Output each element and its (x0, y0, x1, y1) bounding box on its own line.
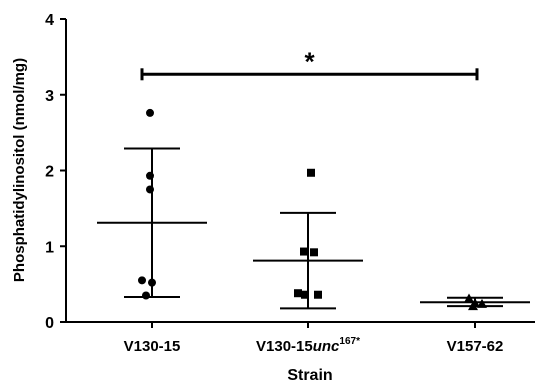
data-point (294, 289, 302, 298)
x-axis-label: Strain (287, 367, 332, 384)
data-group (420, 293, 530, 311)
x-tick-label: V130-15unc167* (256, 336, 360, 355)
data-point (146, 185, 154, 194)
y-tick-label: 0 (45, 315, 54, 332)
y-tick-label: 1 (45, 239, 54, 256)
y-tick-label: 4 (45, 12, 54, 29)
x-axis: V130-15 V130-15unc167* V157-62 (65, 321, 535, 355)
y-axis: 0 1 2 3 4 (45, 12, 67, 332)
data-point (310, 248, 318, 257)
data-group (253, 168, 363, 310)
y-tick-label: 3 (45, 88, 54, 105)
data-point (142, 291, 150, 300)
data-point (138, 276, 146, 285)
y-axis-label: Phosphatidylinositol (nmol/mg) (11, 58, 28, 282)
data-point (148, 278, 156, 287)
data-group (97, 108, 207, 300)
data-point (300, 247, 308, 256)
data-groups (97, 108, 530, 311)
data-point (146, 108, 154, 117)
x-tick-label: V157-62 (447, 338, 504, 355)
data-point (464, 293, 474, 303)
data-point (314, 290, 322, 299)
y-tick-label: 2 (45, 164, 54, 181)
x-tick-label: V130-15 (124, 338, 181, 355)
significance-label: * (304, 46, 315, 76)
significance-annotation: * (140, 46, 479, 81)
data-point (307, 168, 315, 177)
data-point (477, 298, 487, 308)
data-point (301, 290, 309, 299)
data-point (146, 171, 154, 180)
data-point (468, 301, 478, 311)
